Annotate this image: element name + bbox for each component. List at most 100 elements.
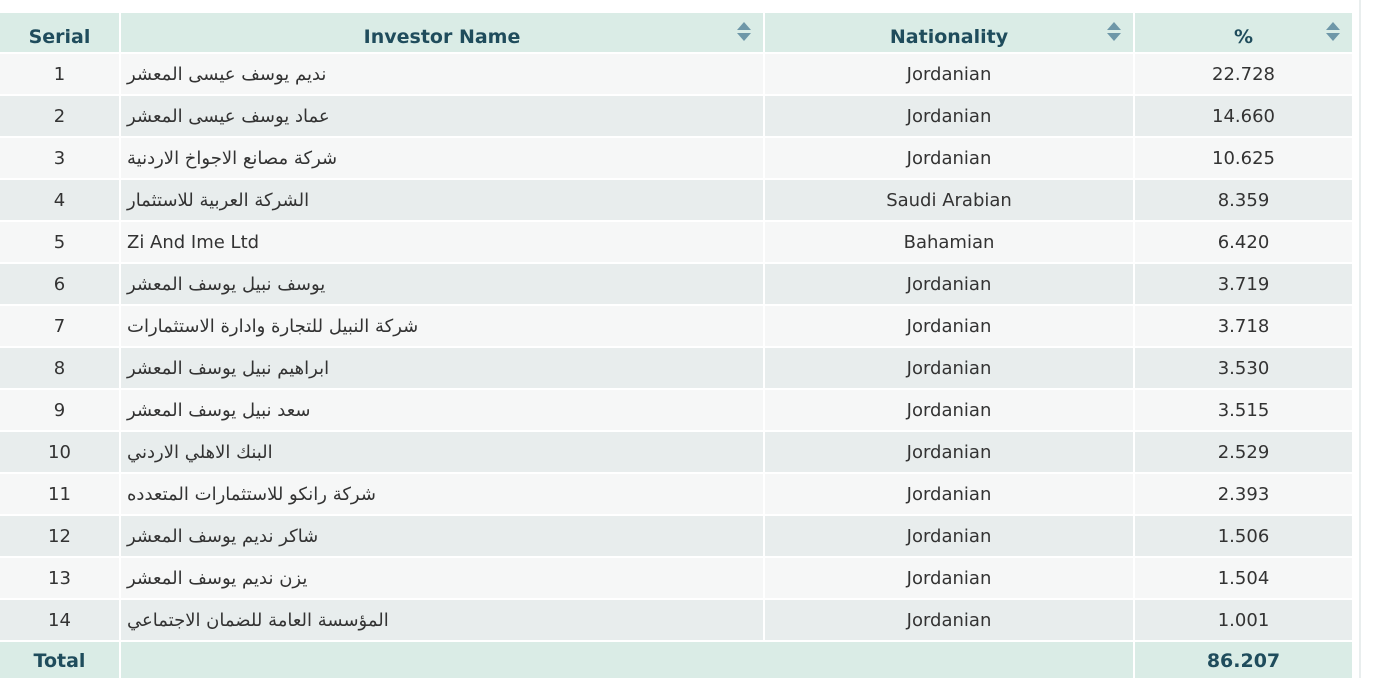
table-row[interactable]: 1 نديم يوسف عيسى المعشر Jordanian 22.728 (0, 54, 1352, 96)
percent-cell-text: 22.728 (1212, 63, 1275, 85)
investor-name-cell-text: شركة مصانع الاجواخ الاردنية (127, 147, 338, 169)
nationality-cell: Jordanian (765, 96, 1135, 138)
nationality-cell-text: Jordanian (906, 567, 992, 589)
column-header-serial-label: Serial (28, 26, 91, 48)
nationality-cell: Jordanian (765, 138, 1135, 180)
serial-cell: 12 (0, 516, 121, 558)
table-row[interactable]: 11 شركة رانكو للاستثمارات المتعدده Jordani… (0, 474, 1352, 516)
percent-cell-text: 3.530 (1217, 357, 1270, 379)
nationality-cell-text: Jordanian (906, 483, 992, 505)
investor-name-cell-text: يوسف نبيل يوسف المعشر (127, 273, 326, 295)
serial-cell-text: 3 (53, 147, 66, 169)
serial-cell-text: 13 (48, 567, 71, 589)
nationality-cell: Saudi Arabian (765, 180, 1135, 222)
percent-cell: 10.625 (1135, 138, 1352, 180)
table-row[interactable]: 14 المؤسسة العامة للضمان الاجتماعي Jordani… (0, 600, 1352, 642)
table-row[interactable]: 10 البنك الاهلي الاردني Jordanian 2.529 (0, 432, 1352, 474)
sort-ascending-arrow-icon (1326, 22, 1340, 30)
serial-cell: 2 (0, 96, 121, 138)
table-row[interactable]: 7 شركة النبيل للتجارة وادارة الاستثمارات J… (0, 306, 1352, 348)
nationality-cell-text: Jordanian (906, 147, 992, 169)
table-row[interactable]: 9 سعد نبيل يوسف المعشر Jordanian 3.515 (0, 390, 1352, 432)
percent-cell: 3.719 (1135, 264, 1352, 306)
investor-name-cell-text: شركة النبيل للتجارة وادارة الاستثمارات (127, 315, 419, 337)
nationality-cell: Bahamian (765, 222, 1135, 264)
nationality-cell: Jordanian (765, 306, 1135, 348)
nationality-cell: Jordanian (765, 264, 1135, 306)
percent-cell: 1.504 (1135, 558, 1352, 600)
table-row[interactable]: 8 ابراهيم نبيل يوسف المعشر Jordanian 3.530 (0, 348, 1352, 390)
investor-name-cell: شركة رانكو للاستثمارات المتعدده (121, 474, 765, 516)
serial-cell-text: 14 (48, 609, 71, 631)
table-footer: Total 86.207 (0, 642, 1352, 678)
investor-name-cell-text: سعد نبيل يوسف المعشر (127, 399, 311, 421)
nationality-cell-text: Jordanian (906, 105, 992, 127)
investor-name-cell: الشركة العربية للاستثمار (121, 180, 765, 222)
table-row[interactable]: 4 الشركة العربية للاستثمار Saudi Arabian 8.… (0, 180, 1352, 222)
table-row[interactable]: 13 يزن نديم يوسف المعشر Jordanian 1.504 (0, 558, 1352, 600)
table-body: 1 نديم يوسف عيسى المعشر Jordanian 22.728 2 عم… (0, 54, 1352, 642)
table-row[interactable]: 12 شاكر نديم يوسف المعشر Jordanian 1.506 (0, 516, 1352, 558)
investor-name-cell: يزن نديم يوسف المعشر (121, 558, 765, 600)
percent-cell-text: 1.001 (1217, 609, 1270, 631)
percent-cell: 1.506 (1135, 516, 1352, 558)
serial-cell-text: 8 (53, 357, 66, 379)
scrollbar-track[interactable] (1359, 0, 1361, 678)
investor-name-cell: المؤسسة العامة للضمان الاجتماعي (121, 600, 765, 642)
sort-descending-arrow-icon (737, 33, 751, 41)
serial-cell: 5 (0, 222, 121, 264)
nationality-cell: Jordanian (765, 474, 1135, 516)
investor-name-cell-text: Zi And Ime Ltd (127, 231, 260, 253)
sort-descending-arrow-icon (1107, 33, 1121, 41)
sort-icon[interactable] (1326, 22, 1340, 42)
nationality-cell-text: Jordanian (906, 441, 992, 463)
percent-cell-text: 2.393 (1217, 483, 1270, 505)
table-row[interactable]: 3 شركة مصانع الاجواخ الاردنية Jordanian 10.… (0, 138, 1352, 180)
serial-cell: 8 (0, 348, 121, 390)
table-row[interactable]: 6 يوسف نبيل يوسف المعشر Jordanian 3.719 (0, 264, 1352, 306)
percent-cell: 2.529 (1135, 432, 1352, 474)
nationality-cell-text: Saudi Arabian (886, 189, 1012, 211)
percent-cell: 3.515 (1135, 390, 1352, 432)
table-row[interactable]: 5 Zi And Ime Ltd Bahamian 6.420 (0, 222, 1352, 264)
serial-cell: 9 (0, 390, 121, 432)
percent-cell: 1.001 (1135, 600, 1352, 642)
sort-descending-arrow-icon (1326, 33, 1340, 41)
nationality-cell-text: Jordanian (906, 273, 992, 295)
percent-cell-text: 3.718 (1217, 315, 1270, 337)
serial-cell-text: 12 (48, 525, 71, 547)
column-header-investor-name[interactable]: Investor Name (121, 13, 765, 54)
serial-cell: 3 (0, 138, 121, 180)
investor-name-cell: سعد نبيل يوسف المعشر (121, 390, 765, 432)
table-row[interactable]: 2 عماد يوسف عيسى المعشر Jordanian 14.660 (0, 96, 1352, 138)
serial-cell-text: 2 (53, 105, 66, 127)
percent-cell-text: 14.660 (1212, 105, 1275, 127)
nationality-cell: Jordanian (765, 54, 1135, 96)
shareholders-table: Serial Investor Name Nationality (0, 13, 1352, 678)
top-strip (0, 0, 1352, 13)
column-header-nationality[interactable]: Nationality (765, 13, 1135, 54)
investor-name-cell-text: الشركة العربية للاستثمار (127, 189, 310, 211)
nationality-cell: Jordanian (765, 432, 1135, 474)
investor-name-cell: Zi And Ime Ltd (121, 222, 765, 264)
total-row: Total 86.207 (0, 642, 1352, 678)
serial-cell-text: 9 (53, 399, 66, 421)
column-header-nationality-label: Nationality (889, 26, 1009, 48)
nationality-cell: Jordanian (765, 390, 1135, 432)
percent-cell-text: 6.420 (1217, 231, 1270, 253)
investor-name-cell-text: عماد يوسف عيسى المعشر (127, 105, 330, 127)
serial-cell: 4 (0, 180, 121, 222)
investor-name-cell-text: شاكر نديم يوسف المعشر (127, 525, 319, 547)
serial-cell-text: 5 (53, 231, 66, 253)
column-header-percent[interactable]: % (1135, 13, 1352, 54)
percent-cell: 3.530 (1135, 348, 1352, 390)
investor-name-cell-text: البنك الاهلي الاردني (127, 441, 273, 463)
serial-cell: 11 (0, 474, 121, 516)
serial-cell-text: 11 (48, 483, 71, 505)
sort-icon[interactable] (737, 22, 751, 42)
nationality-cell: Jordanian (765, 600, 1135, 642)
sort-ascending-arrow-icon (737, 22, 751, 30)
sort-icon[interactable] (1107, 22, 1121, 42)
percent-cell-text: 3.515 (1217, 399, 1270, 421)
